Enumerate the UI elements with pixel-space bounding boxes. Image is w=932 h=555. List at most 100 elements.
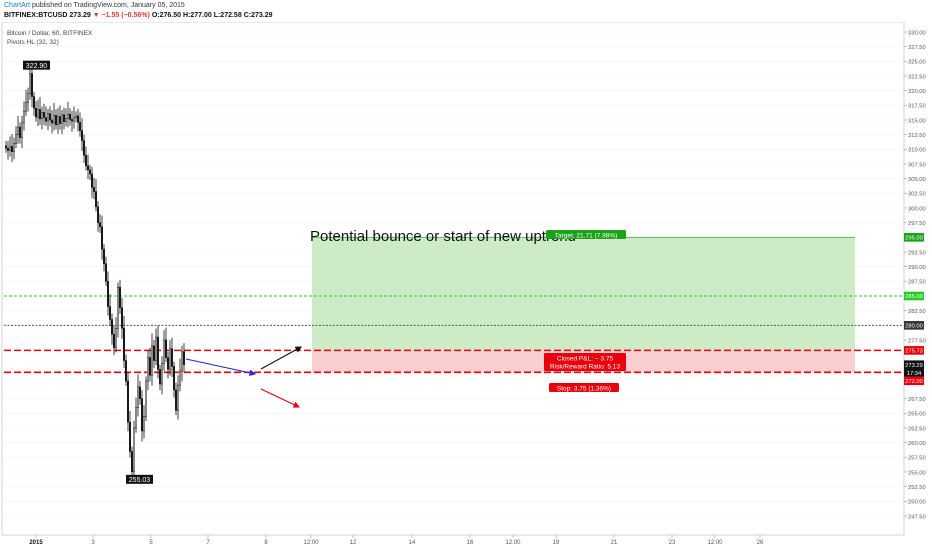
price-tick-label: 255.00 (908, 470, 926, 476)
time-tick-label: 19 (553, 540, 560, 546)
time-tick-label: 26 (757, 540, 764, 546)
candle-body (159, 369, 161, 385)
time-tick-label: 16 (467, 540, 474, 546)
candle-body (115, 328, 117, 348)
green-resistance-axis-badge (904, 291, 924, 301)
up-arrow (260, 346, 302, 370)
price-tick-label: 310.00 (908, 148, 926, 154)
price-tick-label: 282.50 (908, 309, 926, 315)
candle-body (5, 145, 7, 149)
level-lines (4, 295, 903, 374)
candle-body (45, 117, 47, 122)
candle-body (165, 339, 167, 358)
ohlc-line: BITFINEX:BTCUSD 273.29 ▼ −1.55 (−0.56%) … (4, 11, 272, 21)
dark-resistance-axis-badge (904, 321, 924, 330)
price-tick-label: 302.50 (908, 192, 926, 198)
candle-body (33, 96, 35, 109)
candle-body (21, 122, 23, 138)
price-tick-label: 277.50 (908, 338, 926, 344)
candle-body (91, 173, 93, 188)
candles (5, 62, 185, 483)
candle-body (111, 319, 113, 335)
stop-axis-badge (904, 376, 924, 386)
chart-title: Bitcoin / Dollar, 60, BITFINEX (7, 30, 93, 37)
countdown-axis-badge (904, 368, 924, 377)
price-change: ▼ −1.55 (−0.56%) (92, 12, 150, 19)
ratio-label: Risk/Reward Ratio: 5.13 (550, 363, 620, 370)
candle-body (73, 117, 75, 122)
stop-label: Stop: 3.75 (1.36%) (557, 385, 611, 392)
pivot-high-marker: 322.90 (23, 60, 50, 70)
target-badge: Target: 21.71 (7.98%) (546, 230, 626, 239)
profit-zone[interactable] (312, 237, 855, 351)
candle-body (59, 116, 61, 124)
candle-body (35, 108, 37, 118)
candle-body (7, 147, 9, 151)
price-tick-label: 257.50 (908, 456, 926, 462)
time-tick-label: 5 (149, 540, 153, 546)
price-tick-label: 300.00 (908, 206, 926, 212)
candle-body (141, 398, 143, 432)
time-axis[interactable]: 2015 3 5 7 8 12:00 12 14 16 12:00 19 21 23 12:00 26 (2, 534, 904, 546)
candle-body (173, 366, 175, 391)
open-value: O:276.50 (151, 12, 181, 19)
chart-header: ChartArt published on TradingView.com, J… (4, 1, 272, 21)
candle-body (9, 146, 11, 151)
publish-info: published on TradingView.com, January 05… (32, 2, 185, 9)
candle-body (37, 109, 39, 118)
candle-body (137, 386, 139, 408)
candle-body (87, 165, 89, 171)
candle-body (163, 339, 165, 364)
symbol-label: BITFINEX:BTCUSD (4, 12, 68, 19)
candle-body (81, 130, 83, 141)
candle-body (63, 114, 65, 123)
current-axis-badge (904, 360, 924, 369)
candle-body (105, 263, 107, 282)
price-tick-label: 315.00 (908, 118, 926, 124)
chart-frame[interactable]: 330.00 327.50 325.00 322.50 320.00 317.50 315.… (0, 21, 932, 550)
price-tick-label: 267.50 (908, 397, 926, 403)
candle-body (23, 110, 25, 124)
position-zones (312, 236, 855, 373)
candle-body (97, 206, 99, 223)
time-tick-label: 12 (350, 540, 357, 546)
candle-body (51, 119, 53, 124)
price-axis[interactable]: 330.00 327.50 325.00 322.50 320.00 317.50 315.… (903, 22, 926, 535)
indicator-label: Pivots HL (32, 32) (7, 39, 59, 46)
candle-body (57, 116, 59, 125)
candle-body (119, 286, 121, 308)
price-tick-label: 252.50 (908, 485, 926, 491)
candle-body (151, 345, 153, 376)
entry-axis-label: 275.73 (905, 349, 923, 355)
price-tick-label: 292.50 (908, 250, 926, 256)
candle-body (27, 93, 29, 103)
candle-body (161, 363, 163, 385)
annotation-text[interactable]: Potential bounce or start of new uptrend (310, 228, 576, 245)
candle-body (47, 113, 49, 122)
candle-body (143, 416, 145, 432)
price-chart[interactable]: 330.00 327.50 325.00 322.50 320.00 317.50 315.… (0, 21, 932, 550)
current-axis-label: 273.29 (905, 363, 923, 369)
price-tick-label: 330.00 (908, 30, 926, 36)
price-tick-label: 250.00 (908, 500, 926, 506)
blue-arrow (185, 358, 257, 377)
candle-body (135, 407, 137, 429)
target-axis-label: 295.00 (905, 236, 923, 242)
price-tick-label: 247.50 (908, 514, 926, 520)
green-resistance-axis-label: 285.00 (905, 294, 923, 300)
candle-body (15, 134, 17, 144)
countdown-axis-label: 17:34 (907, 371, 922, 377)
candle-body (117, 286, 119, 329)
candle-body (147, 357, 149, 382)
candle-body (83, 140, 85, 156)
candle-body (103, 248, 105, 264)
candle-body (71, 119, 73, 122)
close-value: C:273.29 (243, 12, 273, 19)
author-link[interactable]: ChartArt (4, 2, 31, 9)
candle-body (183, 351, 185, 365)
entry-label: Closed P&L: − 3.75 (557, 355, 614, 362)
candle-body (149, 357, 151, 376)
dark-resistance-axis-label: 280.00 (905, 324, 923, 330)
candle-body (55, 115, 57, 125)
time-tick-label: 2015 (29, 540, 43, 546)
